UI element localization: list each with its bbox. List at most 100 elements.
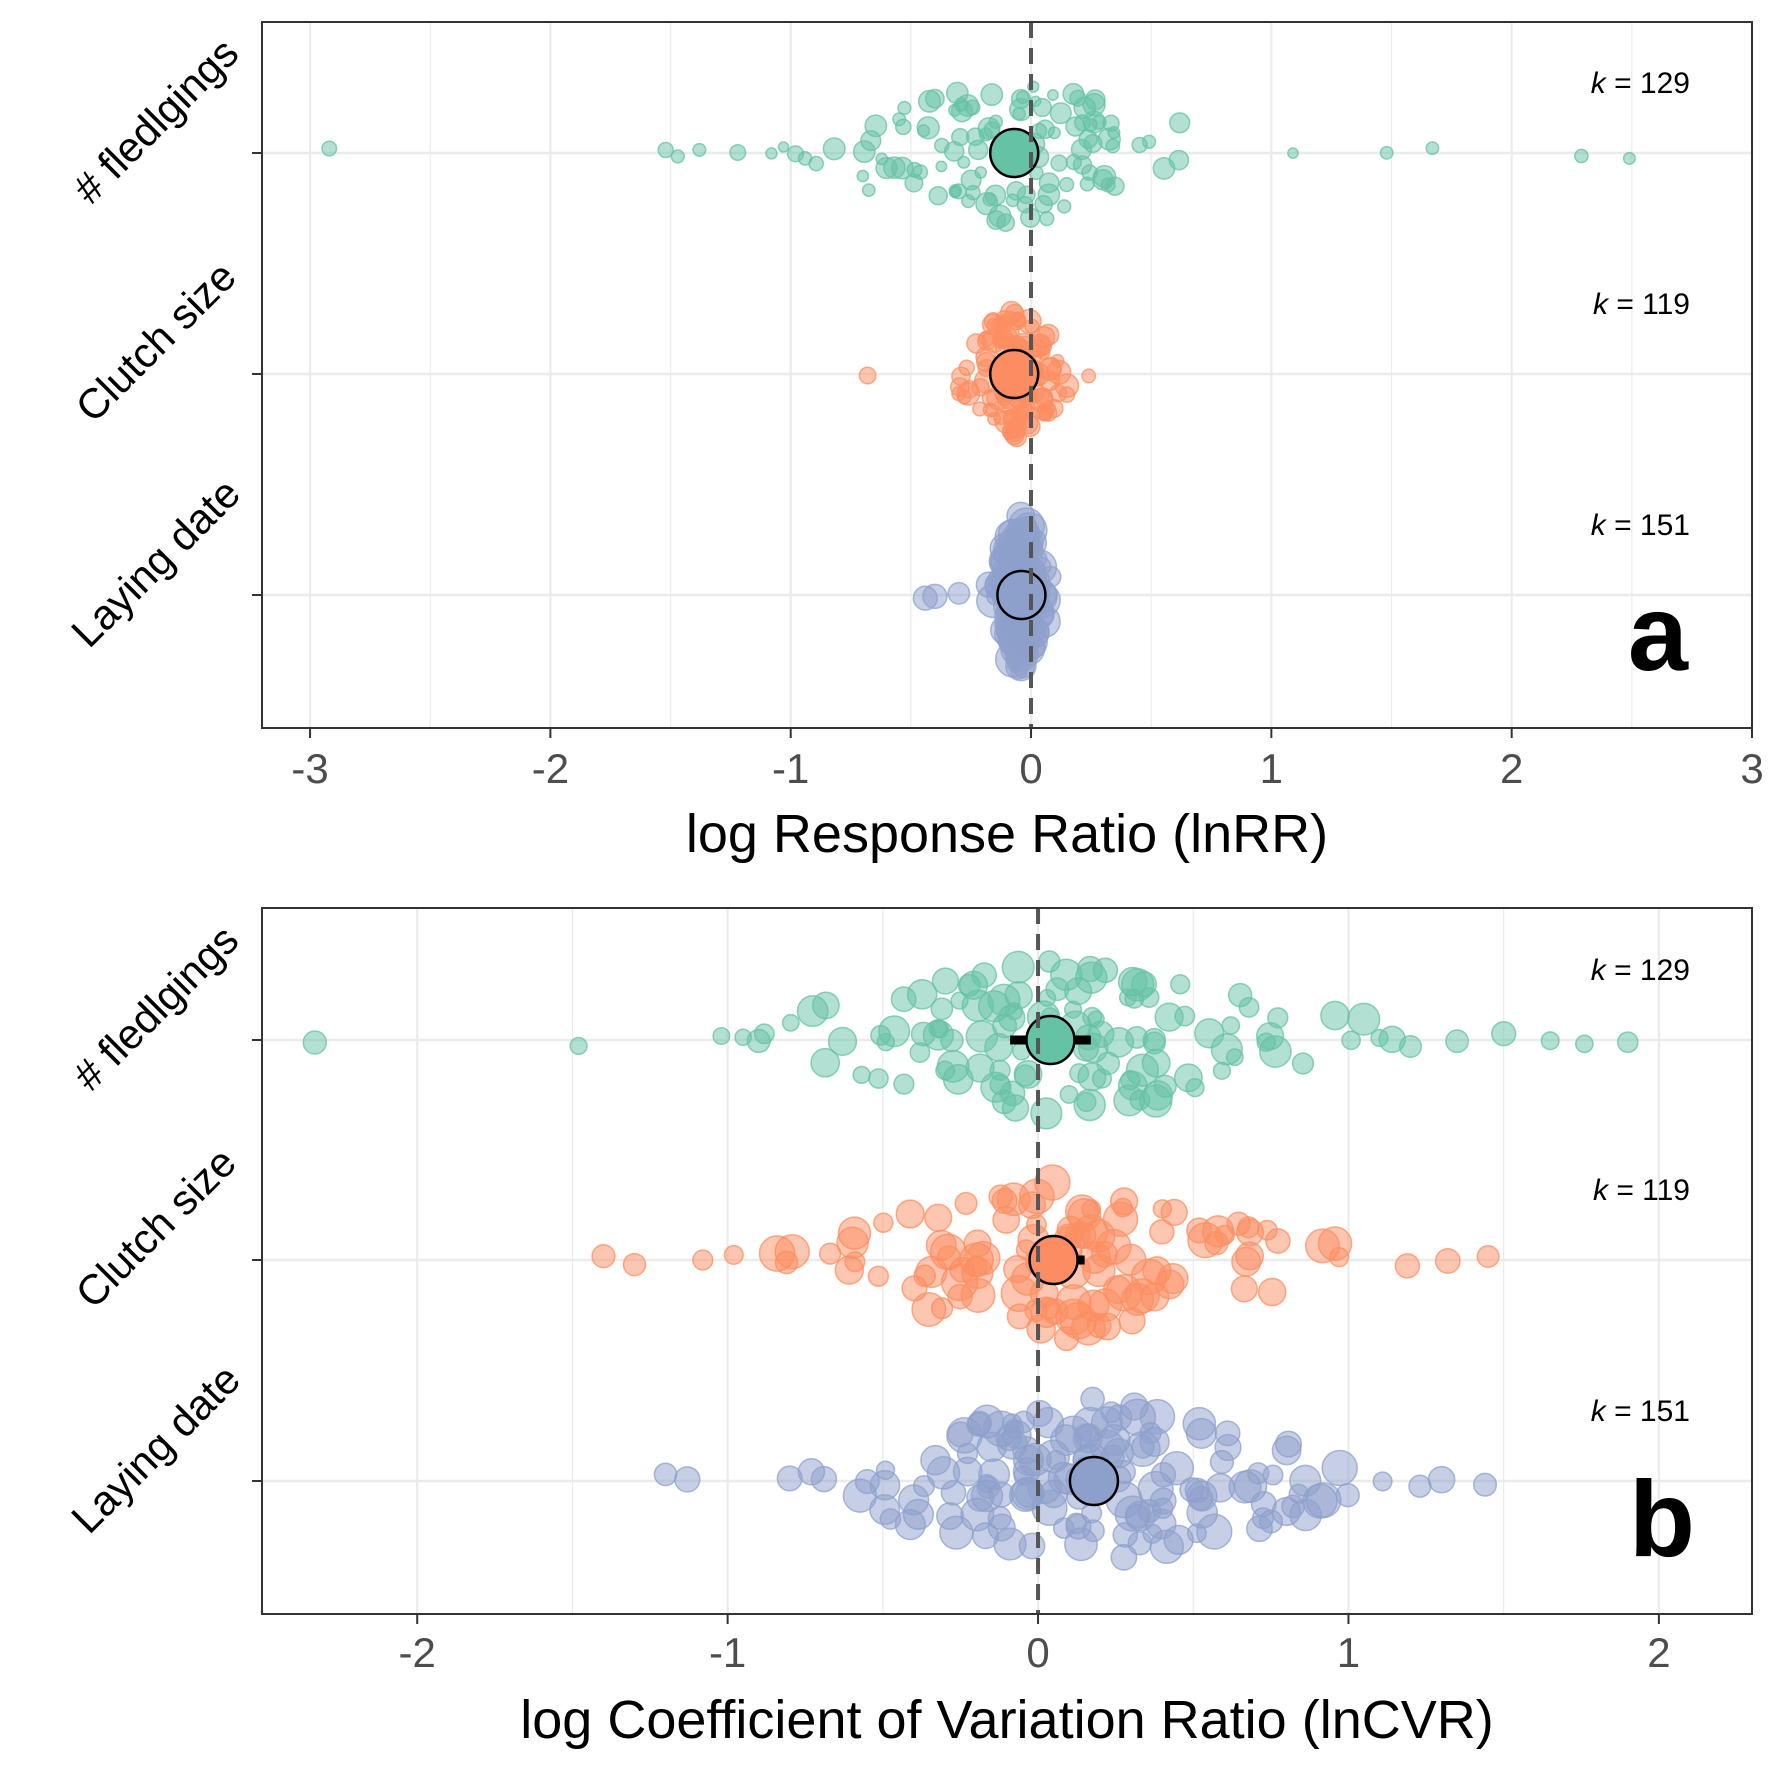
data-point <box>912 164 929 180</box>
data-point <box>1491 1021 1517 1047</box>
y-category-label: Clutch size <box>66 1138 244 1316</box>
data-point <box>1139 1426 1170 1457</box>
estimate-point <box>988 348 1040 400</box>
series-laying-date <box>653 1386 1498 1571</box>
data-point <box>723 1244 744 1265</box>
data-point <box>951 386 967 402</box>
data-point <box>1267 1007 1289 1029</box>
estimate-point <box>1025 1014 1076 1066</box>
x-tick-label: 0 <box>1019 745 1042 792</box>
data-point <box>893 1073 915 1095</box>
k-label: k = 119 <box>1593 1174 1690 1207</box>
data-point <box>1347 1002 1381 1036</box>
data-point <box>1476 1244 1500 1269</box>
y-category-label: Laying date <box>62 1355 249 1542</box>
y-category-label: Laying date <box>62 469 249 656</box>
data-point <box>1096 1051 1121 1076</box>
data-point <box>1045 977 1070 1002</box>
data-point <box>1247 1462 1270 1485</box>
data-point <box>1130 971 1158 998</box>
data-point <box>1394 1253 1421 1279</box>
data-point <box>1225 1048 1244 1067</box>
data-point <box>917 124 931 138</box>
data-point <box>1256 1219 1278 1241</box>
data-point <box>1185 1417 1217 1449</box>
data-point <box>1152 1497 1174 1520</box>
x-tick-label: 1 <box>1337 1629 1360 1676</box>
data-point <box>1616 1031 1639 1054</box>
x-axis-label: log Response Ratio (lnRR) <box>686 804 1328 864</box>
data-point <box>1009 97 1033 122</box>
x-tick-label: 2 <box>1500 745 1523 792</box>
y-category-label: Clutch size <box>66 252 244 430</box>
data-point <box>964 99 981 116</box>
data-point <box>947 1283 973 1310</box>
data-point <box>980 83 1004 107</box>
data-point <box>729 143 747 162</box>
data-point <box>321 140 338 157</box>
data-point <box>965 1255 988 1278</box>
data-point <box>1050 154 1068 172</box>
data-point <box>1238 996 1260 1018</box>
y-category-label: # fledlgings <box>64 916 247 1099</box>
panel-letter: b <box>1629 1458 1695 1579</box>
data-point <box>1304 1228 1341 1264</box>
series-clutch-size <box>858 300 1097 448</box>
data-point <box>957 973 981 997</box>
data-point <box>1408 1474 1432 1498</box>
data-point <box>1069 1063 1090 1084</box>
data-point <box>1214 1420 1241 1447</box>
data-point <box>861 183 876 197</box>
data-point <box>989 548 1016 575</box>
data-point <box>974 166 988 179</box>
data-point <box>1002 310 1018 327</box>
data-point <box>712 1026 731 1046</box>
data-point <box>858 366 877 385</box>
k-value: = 119 <box>1616 288 1690 321</box>
data-point <box>902 1498 935 1531</box>
data-point <box>1378 1025 1406 1054</box>
data-point <box>1575 1034 1594 1054</box>
data-point <box>1052 1517 1075 1539</box>
data-point <box>934 137 950 154</box>
data-point <box>797 1458 826 1486</box>
data-point <box>984 184 1007 207</box>
data-point <box>1160 1198 1188 1227</box>
estimate-point <box>1028 1234 1079 1286</box>
data-point <box>1173 1063 1203 1093</box>
data-point <box>1379 145 1394 160</box>
data-point <box>1074 1423 1100 1449</box>
data-point <box>917 89 942 113</box>
data-point <box>1090 1406 1124 1439</box>
data-point <box>873 1212 894 1233</box>
data-point <box>1204 1230 1229 1256</box>
data-point <box>936 1245 962 1270</box>
data-point <box>911 1292 947 1327</box>
data-point <box>1081 368 1097 384</box>
data-point <box>977 116 1001 140</box>
data-point <box>1069 1221 1097 1250</box>
data-point <box>1305 1481 1342 1519</box>
data-point <box>302 1030 328 1055</box>
data-point <box>947 1421 974 1448</box>
data-point <box>936 1502 964 1531</box>
data-point <box>901 1275 928 1302</box>
data-point <box>997 1004 1026 1032</box>
data-point <box>1005 418 1027 439</box>
series-fledlgings <box>302 950 1639 1130</box>
data-point <box>1425 141 1440 156</box>
data-point <box>1341 1030 1361 1051</box>
data-point <box>1320 1000 1350 1031</box>
data-point <box>1169 112 1191 134</box>
data-point <box>930 997 954 1021</box>
data-point <box>1372 1471 1393 1492</box>
data-point <box>810 1047 841 1078</box>
data-point <box>1056 199 1072 214</box>
data-point <box>1053 1326 1080 1352</box>
data-point <box>1287 147 1299 159</box>
data-point <box>852 140 876 164</box>
data-point <box>957 155 971 169</box>
data-point <box>1081 164 1098 181</box>
